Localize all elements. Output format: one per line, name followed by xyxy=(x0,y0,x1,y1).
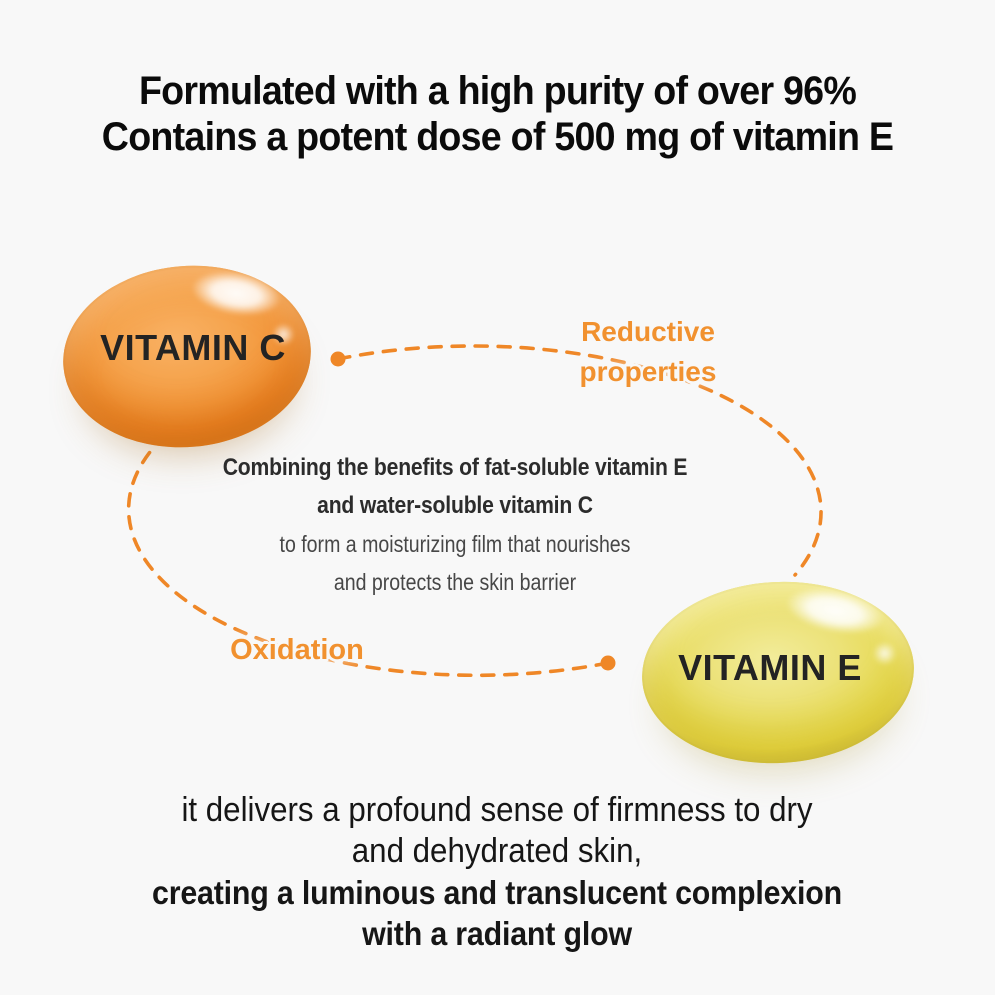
headline-line1: Formulated with a high purity of over 96… xyxy=(138,69,857,113)
reductive-label-line1: Reductive xyxy=(581,316,715,347)
oxidation-arc xyxy=(126,450,610,678)
description-line2: and water-soluble vitamin C xyxy=(317,492,593,519)
footer-line3: creating a luminous and translucent comp… xyxy=(152,874,842,911)
reductive-label-line2: properties xyxy=(579,356,717,387)
vitamin-e-capsule: VITAMIN E xyxy=(637,575,919,770)
description-line4: and protects the skin barrier xyxy=(333,569,577,595)
vitamin-e-label: VITAMIN E xyxy=(678,646,862,688)
headline: Formulated with a high purity of over 96… xyxy=(30,68,965,160)
footer-claim: it delivers a profound sense of firmness… xyxy=(83,790,911,954)
connector-dot-vitamin-e xyxy=(600,655,616,671)
headline-line2: Contains a potent dose of 500 mg of vita… xyxy=(101,115,894,159)
description-line3: to form a moisturizing film that nourish… xyxy=(279,531,631,557)
footer-line4: with a radiant glow xyxy=(362,915,632,952)
vitamin-c-capsule: VITAMIN C xyxy=(55,255,319,458)
oxidation-label: Oxidation xyxy=(230,634,364,666)
description-line1: Combining the benefits of fat-soluble vi… xyxy=(222,454,688,481)
description-block: Combining the benefits of fat-soluble vi… xyxy=(95,449,815,601)
footer-line1: it delivers a profound sense of firmness… xyxy=(181,791,813,829)
reductive-properties-label: Reductive properties xyxy=(498,312,798,392)
vitamin-c-label: VITAMIN C xyxy=(100,326,286,368)
reduction-arc xyxy=(336,344,823,577)
footer-line2: and dehydrated skin, xyxy=(351,832,643,870)
connector-dot-vitamin-c xyxy=(330,351,346,367)
